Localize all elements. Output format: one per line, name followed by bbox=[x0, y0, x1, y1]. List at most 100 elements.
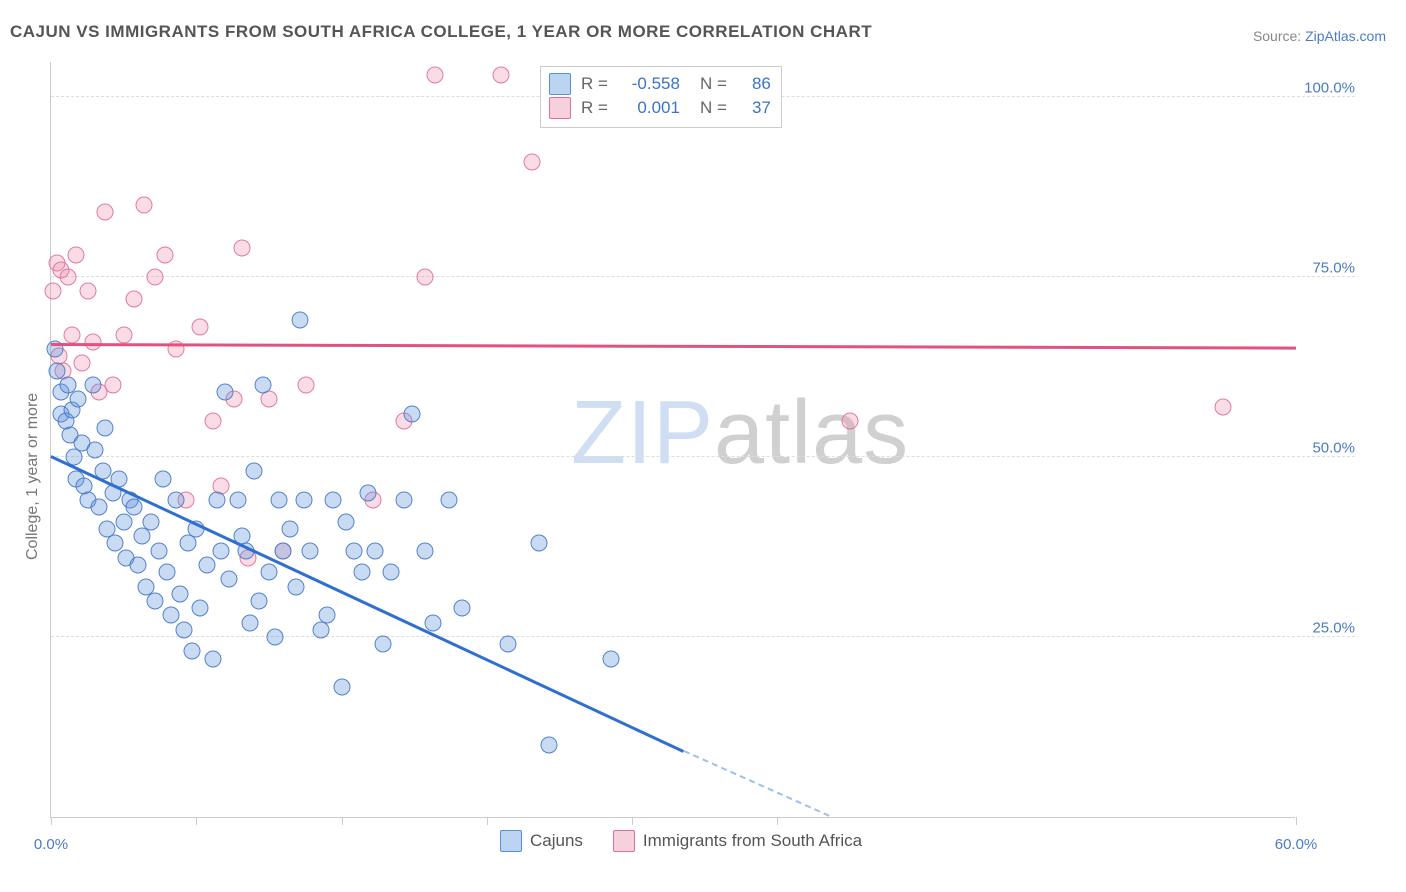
sa-point bbox=[524, 153, 541, 170]
x-tick-label: 0.0% bbox=[34, 836, 68, 853]
cajuns-point bbox=[395, 492, 412, 509]
cajuns-point bbox=[84, 377, 101, 394]
cajuns-point bbox=[198, 557, 215, 574]
cajuns-point bbox=[383, 564, 400, 581]
cajuns-point bbox=[171, 585, 188, 602]
cajuns-point bbox=[404, 405, 421, 422]
scatter-plot-area: ZIPatlas 25.0%50.0%75.0%100.0%0.0%60.0% bbox=[50, 62, 1295, 818]
cajuns-point bbox=[541, 737, 558, 754]
source-attribution: Source: ZipAtlas.com bbox=[1253, 28, 1386, 44]
source-label: Source: bbox=[1253, 28, 1305, 44]
cajuns-point bbox=[69, 391, 86, 408]
cajuns-point bbox=[499, 636, 516, 653]
sa-point bbox=[493, 67, 510, 84]
legend-swatch bbox=[500, 830, 522, 852]
cajuns-point bbox=[260, 564, 277, 581]
sa-point bbox=[84, 333, 101, 350]
cajuns-point bbox=[167, 492, 184, 509]
gridline bbox=[51, 276, 1355, 277]
legend-item: Cajuns bbox=[500, 830, 583, 852]
cajuns-point bbox=[354, 564, 371, 581]
sa-point bbox=[157, 247, 174, 264]
sa-point bbox=[63, 326, 80, 343]
cajuns-point bbox=[229, 492, 246, 509]
r-value: -0.558 bbox=[618, 74, 680, 94]
cajuns-point bbox=[179, 535, 196, 552]
source-link[interactable]: ZipAtlas.com bbox=[1305, 28, 1386, 44]
stats-legend-row: R =-0.558N =86 bbox=[549, 73, 771, 95]
cajuns-point bbox=[453, 600, 470, 617]
cajuns-point bbox=[163, 607, 180, 624]
sa-point bbox=[146, 269, 163, 286]
cajuns-point bbox=[424, 614, 441, 631]
cajuns-point bbox=[254, 377, 271, 394]
cajuns-point bbox=[246, 463, 263, 480]
cajuns-point bbox=[209, 492, 226, 509]
x-tick bbox=[632, 817, 633, 825]
sa-point bbox=[204, 413, 221, 430]
watermark: ZIPatlas bbox=[571, 382, 909, 485]
x-tick bbox=[777, 817, 778, 825]
cajuns-trendline bbox=[683, 750, 829, 817]
gridline bbox=[51, 636, 1355, 637]
x-tick-label: 60.0% bbox=[1275, 836, 1318, 853]
sa-point bbox=[192, 319, 209, 336]
sa-point bbox=[298, 377, 315, 394]
cajuns-point bbox=[302, 542, 319, 559]
x-tick bbox=[196, 817, 197, 825]
y-tick-label: 50.0% bbox=[1312, 440, 1355, 457]
cajuns-point bbox=[142, 513, 159, 530]
watermark-atlas: atlas bbox=[714, 383, 909, 483]
watermark-zip: ZIP bbox=[571, 383, 714, 483]
x-tick bbox=[51, 817, 52, 825]
y-tick-label: 25.0% bbox=[1312, 620, 1355, 637]
x-tick bbox=[1296, 817, 1297, 825]
cajuns-point bbox=[337, 513, 354, 530]
cajuns-point bbox=[221, 571, 238, 588]
cajuns-point bbox=[267, 629, 284, 646]
sa-point bbox=[45, 283, 62, 300]
n-label: N = bbox=[700, 98, 727, 118]
cajuns-point bbox=[150, 542, 167, 559]
stats-legend-row: R = 0.001 N = 37 bbox=[549, 97, 771, 119]
r-label: R = bbox=[581, 98, 608, 118]
x-tick bbox=[487, 817, 488, 825]
cajuns-point bbox=[296, 492, 313, 509]
r-value: 0.001 bbox=[618, 98, 680, 118]
cajuns-point bbox=[90, 499, 107, 516]
cajuns-point bbox=[333, 679, 350, 696]
cajuns-point bbox=[360, 485, 377, 502]
sa-point bbox=[74, 355, 91, 372]
stats-legend-box: R = -0.558 N = 86 R = 0.001 N = 37 bbox=[540, 66, 782, 128]
sa-point bbox=[59, 269, 76, 286]
sa-point bbox=[1215, 398, 1232, 415]
y-axis-label: College, 1 year or more bbox=[24, 393, 42, 560]
cajuns-point bbox=[325, 492, 342, 509]
cajuns-point bbox=[130, 557, 147, 574]
legend-item: Immigrants from South Africa bbox=[613, 830, 862, 852]
cajuns-point bbox=[86, 441, 103, 458]
sa-point bbox=[136, 197, 153, 214]
n-value: 86 bbox=[737, 74, 771, 94]
cajuns-point bbox=[292, 312, 309, 329]
legend-label: Cajuns bbox=[530, 831, 583, 851]
cajuns-point bbox=[159, 564, 176, 581]
cajuns-point bbox=[126, 499, 143, 516]
cajuns-point bbox=[345, 542, 362, 559]
cajuns-point bbox=[366, 542, 383, 559]
cajuns-point bbox=[134, 528, 151, 545]
cajuns-point bbox=[96, 420, 113, 437]
legend-swatch bbox=[549, 73, 571, 95]
cajuns-point bbox=[318, 607, 335, 624]
cajuns-point bbox=[250, 593, 267, 610]
cajuns-point bbox=[115, 513, 132, 530]
cajuns-point bbox=[281, 521, 298, 538]
r-label: R = bbox=[581, 74, 608, 94]
n-value: 37 bbox=[737, 98, 771, 118]
sa-point bbox=[67, 247, 84, 264]
cajuns-point bbox=[204, 650, 221, 667]
sa-point bbox=[416, 269, 433, 286]
cajuns-point bbox=[275, 542, 292, 559]
cajuns-point bbox=[155, 470, 172, 487]
sa-point bbox=[115, 326, 132, 343]
